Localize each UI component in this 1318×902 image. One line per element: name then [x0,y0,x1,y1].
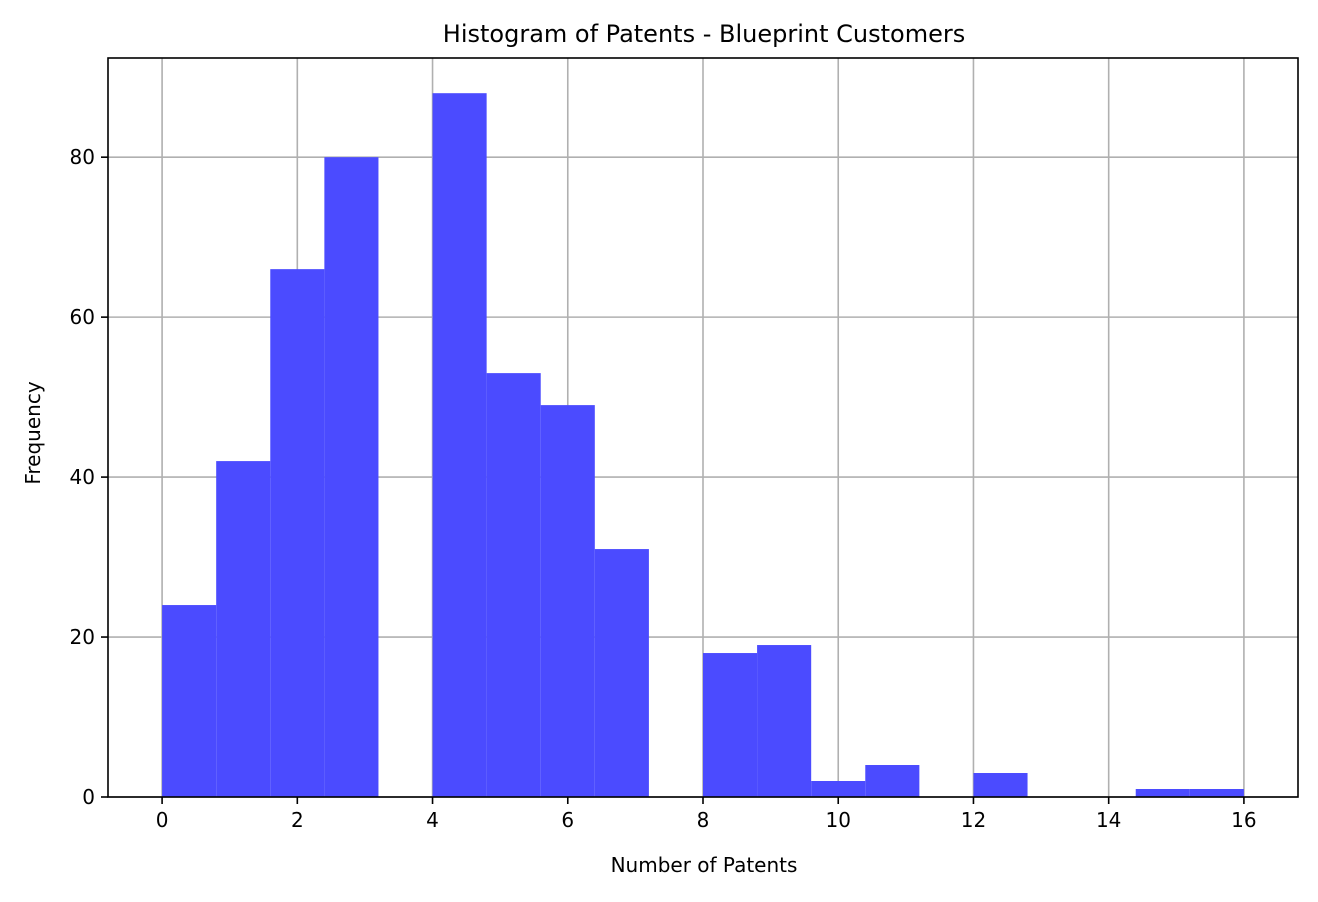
x-tick-label: 14 [1096,808,1121,832]
x-tick-label: 0 [156,808,169,832]
y-tick-label: 60 [70,305,95,329]
histogram-bar [757,645,812,797]
histogram-bar [703,653,758,797]
histogram-bar [486,373,541,797]
x-tick-label: 2 [291,808,304,832]
histogram-bar [1135,789,1190,797]
y-tick-label: 20 [70,625,95,649]
histogram-bar [270,269,325,798]
y-axis-ticks: 0 20 40 60 80 [70,145,108,809]
histogram-bar [811,781,866,797]
x-tick-label: 10 [826,808,851,832]
y-tick-label: 0 [82,785,95,809]
histogram-bar [540,405,595,797]
y-tick-label: 40 [70,465,95,489]
x-tick-label: 12 [961,808,986,832]
histogram-bar [216,461,271,797]
histogram-bars [162,93,1244,798]
x-axis-title: Number of Patents [611,853,798,877]
histogram-bar [324,157,379,797]
chart-title: Histogram of Patents - Blueprint Custome… [443,20,965,48]
x-tick-label: 8 [697,808,710,832]
histogram-bar [432,93,487,797]
y-axis-title: Frequency [21,381,45,484]
histogram-bar [1189,789,1244,797]
x-tick-label: 4 [426,808,439,832]
histogram-bar [162,605,217,797]
histogram-bar [865,765,920,797]
x-axis-ticks: 0 2 4 6 8 10 12 14 16 [156,797,1257,832]
histogram-bar [594,549,649,797]
x-tick-label: 16 [1231,808,1256,832]
y-tick-label: 80 [70,145,95,169]
x-tick-label: 6 [561,808,574,832]
histogram-bar [973,773,1028,797]
